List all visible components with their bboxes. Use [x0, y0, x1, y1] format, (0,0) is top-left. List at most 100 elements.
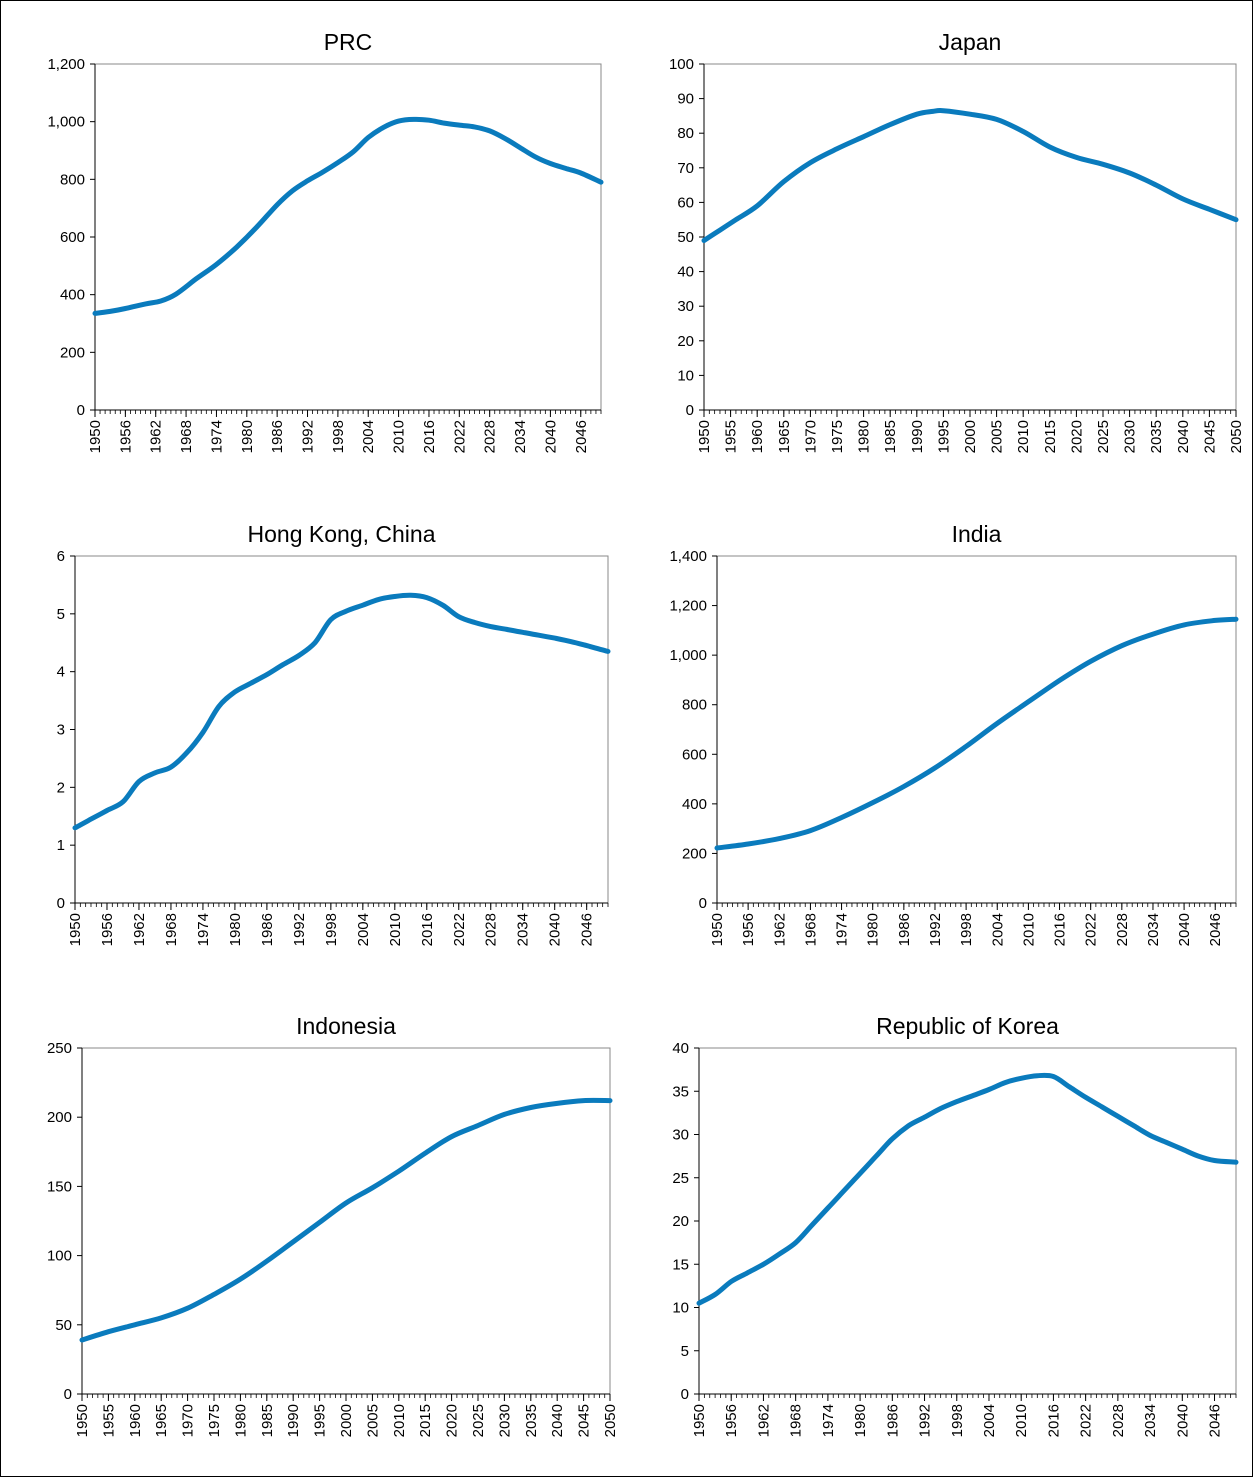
y-tick-label: 40: [677, 264, 694, 281]
x-tick-label: 2020: [1068, 420, 1085, 453]
x-tick-label: 2016: [419, 913, 436, 946]
x-tick-label: 1998: [330, 420, 347, 453]
x-tick-label: 1956: [723, 1404, 740, 1437]
chart-title: India: [952, 521, 1002, 547]
chart-panel: India 0 200 400 600 800 1,000 1,200 1,400 1950 195…: [669, 521, 1239, 946]
y-tick-label: 70: [677, 160, 694, 177]
x-tick-label: 2040: [549, 1404, 566, 1437]
y-tick-label: 400: [60, 287, 85, 304]
x-tick-label: 2034: [515, 913, 532, 946]
x-tick-label: 2015: [1042, 420, 1059, 453]
y-tick-label: 0: [57, 895, 65, 912]
x-tick-label: 2015: [417, 1404, 434, 1437]
x-tick-label: 1992: [291, 913, 308, 946]
x-tick-label: 1986: [259, 913, 276, 946]
plot-area: [81, 1047, 611, 1395]
x-tick-label: 1962: [755, 1404, 772, 1437]
y-tick-label: 200: [682, 845, 707, 862]
x-tick-label: 1980: [865, 913, 882, 946]
x-tick-label: 1974: [820, 1404, 837, 1437]
x-tick-label: 2004: [989, 913, 1006, 946]
y-tick-label: 600: [60, 229, 85, 246]
x-tick-label: 1985: [882, 420, 899, 453]
y-tick-label: 600: [682, 746, 707, 763]
x-tick-label: 1980: [856, 420, 873, 453]
y-tick-label: 1,200: [669, 598, 707, 615]
x-tick-label: 2034: [1142, 1404, 1159, 1437]
x-tick-label: 1980: [852, 1404, 869, 1437]
x-tick-label: 1968: [788, 1404, 805, 1437]
x-tick-label: 2034: [1145, 913, 1162, 946]
x-tick-label: 1950: [709, 913, 726, 946]
x-tick-label: 1974: [195, 913, 212, 946]
y-tick-label: 100: [47, 1248, 72, 1265]
x-tick-label: 1992: [300, 420, 317, 453]
y-tick-label: 200: [47, 1109, 72, 1126]
x-tick-label: 2000: [338, 1404, 355, 1437]
y-tick-label: 90: [677, 91, 694, 108]
y-tick-label: 1,400: [669, 548, 707, 565]
y-tick-label: 40: [672, 1040, 689, 1057]
x-tick-label: 2046: [1207, 913, 1224, 946]
x-tick-label: 1986: [269, 420, 286, 453]
y-tick-label: 10: [677, 367, 694, 384]
y-tick-label: 1,000: [47, 114, 85, 131]
x-tick-label: 1968: [178, 420, 195, 453]
chart-title: Republic of Korea: [876, 1013, 1059, 1039]
x-tick-label: 1995: [312, 1404, 329, 1437]
chart-title: Indonesia: [296, 1013, 396, 1039]
y-tick-label: 3: [57, 722, 65, 739]
x-tick-label: 1998: [958, 913, 975, 946]
x-tick-label: 1985: [259, 1404, 276, 1437]
y-tick-label: 1: [57, 837, 65, 854]
x-tick-label: 2022: [451, 420, 468, 453]
x-tick-label: 2028: [1114, 913, 1131, 946]
x-tick-label: 2010: [1020, 913, 1037, 946]
x-tick-label: 2010: [391, 1404, 408, 1437]
x-tick-label: 1970: [802, 420, 819, 453]
x-tick-label: 2004: [360, 420, 377, 453]
x-tick-label: 1960: [749, 420, 766, 453]
x-tick-label: 1968: [802, 913, 819, 946]
y-tick-label: 50: [677, 229, 694, 246]
x-tick-label: 1950: [74, 1404, 91, 1437]
x-tick-label: 1992: [927, 913, 944, 946]
x-tick-label: 1965: [776, 420, 793, 453]
x-tick-label: 2040: [547, 913, 564, 946]
x-tick-label: 1990: [909, 420, 926, 453]
x-tick-label: 2022: [1083, 913, 1100, 946]
y-tick-label: 0: [686, 402, 694, 419]
x-tick-label: 2004: [355, 913, 372, 946]
y-tick-label: 250: [47, 1040, 72, 1057]
x-tick-label: 2045: [1201, 420, 1218, 453]
y-tick-label: 0: [681, 1386, 689, 1403]
plot-area: [94, 63, 602, 411]
x-tick-label: 2020: [444, 1404, 461, 1437]
y-tick-label: 25: [672, 1170, 689, 1187]
x-tick-label: 1992: [917, 1404, 934, 1437]
x-tick-label: 1962: [771, 913, 788, 946]
x-tick-label: 1955: [100, 1404, 117, 1437]
chart-panel: Hong Kong, China 0 1 2 3 4 5 6 1950 1956 1962 1968 1…: [57, 521, 611, 946]
y-tick-label: 800: [60, 171, 85, 188]
x-tick-label: 1998: [949, 1404, 966, 1437]
x-tick-label: 2010: [1015, 420, 1032, 453]
x-tick-label: 2005: [989, 420, 1006, 453]
y-tick-label: 400: [682, 796, 707, 813]
x-tick-label: 2025: [470, 1404, 487, 1437]
x-tick-label: 1970: [180, 1404, 197, 1437]
x-tick-label: 2045: [576, 1404, 593, 1437]
x-tick-label: 2016: [1045, 1404, 1062, 1437]
x-tick-label: 1986: [896, 913, 913, 946]
y-tick-label: 80: [677, 125, 694, 142]
plot-area: [74, 555, 609, 904]
x-tick-label: 2034: [512, 420, 529, 453]
x-tick-label: 2040: [1176, 913, 1193, 946]
x-tick-label: 1950: [696, 420, 713, 453]
chart-panel: Republic of Korea 0 5 10 15 20 25 30 35 40 1950 195…: [672, 1013, 1239, 1437]
y-tick-label: 2: [57, 779, 65, 796]
x-tick-label: 2028: [1110, 1404, 1127, 1437]
series-line: [701, 108, 1239, 243]
